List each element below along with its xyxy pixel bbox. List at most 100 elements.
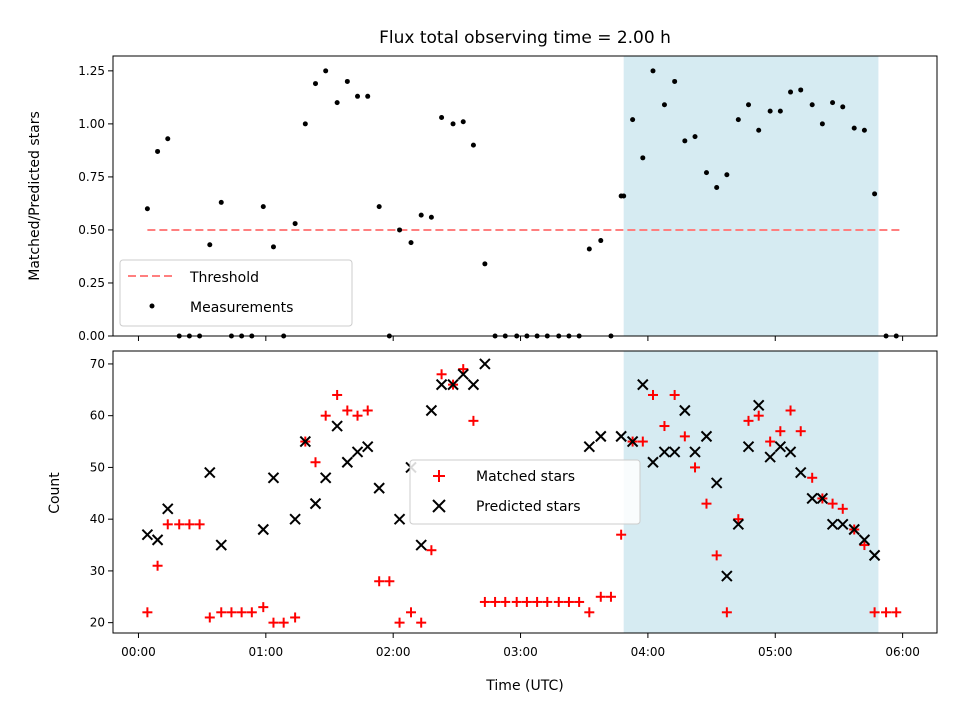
matched-star-point: [394, 617, 405, 628]
matched-star-point: [733, 514, 744, 525]
measurement-point: [482, 261, 488, 267]
matched-star-point: [765, 436, 776, 447]
predicted-stars-series: [141, 358, 881, 582]
measurement-point: [344, 78, 350, 84]
predicted-star-point: [710, 477, 723, 489]
measurement-point: [207, 242, 213, 248]
bottom-x-tick-label: 06:00: [885, 645, 920, 659]
predicted-star-point: [784, 446, 797, 458]
matched-star-point: [669, 389, 680, 400]
matched-star-point: [827, 498, 838, 509]
matched-star-point: [701, 498, 712, 509]
top-observing-window-shade: [623, 56, 879, 336]
matched-stars-series: [142, 364, 902, 628]
top-x-ticks: [137, 336, 904, 341]
matched-star-point: [468, 415, 479, 426]
predicted-star-point: [826, 518, 839, 531]
predicted-star-point: [319, 472, 332, 484]
matched-star-point: [162, 519, 173, 530]
measurement-point: [428, 214, 434, 220]
predicted-star-point: [668, 446, 681, 458]
matched-star-point: [659, 421, 670, 432]
matched-star-point: [436, 369, 447, 380]
predicted-star-point: [299, 435, 312, 448]
predicted-star-point: [362, 441, 374, 453]
predicted-star-point: [647, 456, 659, 468]
legend-threshold-label: Threshold: [189, 270, 259, 286]
measurement-point: [640, 155, 646, 161]
top-y-tick-label: 0.75: [78, 170, 105, 184]
measurement-point: [830, 100, 836, 106]
predicted-star-point: [393, 513, 406, 525]
matched-star-point: [616, 529, 627, 540]
legend-matched-label: Matched stars: [476, 469, 575, 485]
matched-star-point: [785, 405, 796, 416]
measurement-point: [746, 102, 752, 108]
matched-star-point: [584, 607, 595, 618]
matched-star-point: [743, 415, 754, 426]
predicted-star-point: [615, 430, 627, 443]
matched-star-point: [869, 607, 880, 618]
legend-measurements-label: Measurements: [190, 300, 293, 316]
matched-star-point: [226, 607, 237, 618]
bottom-y-axis-label: Count: [47, 472, 63, 514]
matched-star-point: [246, 607, 257, 618]
measurement-point: [682, 138, 688, 144]
measurement-point: [270, 244, 276, 250]
bottom-x-tick-label: 02:00: [376, 645, 411, 659]
matched-star-point: [679, 431, 690, 442]
legend-measurements-swatch: [149, 303, 155, 309]
measurement-point: [872, 191, 878, 197]
predicted-star-point: [626, 435, 639, 448]
measurement-point: [450, 121, 456, 127]
matched-star-point: [605, 591, 616, 602]
bottom-legend: Matched stars Predicted stars: [409, 459, 641, 525]
bottom-y-tick-label: 50: [90, 460, 105, 474]
measurement-point: [840, 104, 846, 110]
measurement-point: [376, 204, 382, 210]
matched-star-point: [426, 545, 437, 556]
matched-star-point: [881, 607, 892, 618]
predicted-star-point: [595, 430, 607, 443]
matched-star-point: [290, 612, 301, 623]
matched-star-point: [500, 596, 511, 607]
measurement-point: [365, 93, 371, 99]
matched-star-point: [859, 540, 870, 551]
predicted-star-point: [658, 446, 671, 458]
measurement-point: [418, 212, 424, 218]
measurement-point: [292, 221, 298, 227]
measurement-point: [777, 108, 783, 114]
bottom-x-tick-label: 01:00: [249, 645, 284, 659]
predicted-star-point: [267, 472, 280, 484]
matched-star-point: [553, 596, 564, 607]
bottom-x-tick-label: 03:00: [503, 645, 538, 659]
bottom-y-tick-label: 40: [90, 512, 105, 526]
predicted-star-point: [215, 539, 227, 551]
matched-star-point: [384, 576, 395, 587]
matched-star-point: [637, 436, 648, 447]
matched-star-point: [184, 519, 195, 530]
matched-star-point: [204, 612, 215, 623]
predicted-star-point: [742, 441, 755, 453]
measurement-point: [735, 117, 741, 123]
matched-star-point: [174, 519, 185, 530]
matched-star-point: [753, 410, 764, 421]
matched-star-point: [278, 617, 289, 628]
top-y-axis-label: Matched/Predicted stars: [27, 111, 43, 281]
predicted-star-point: [467, 378, 480, 391]
matched-star-point: [521, 596, 532, 607]
top-y-tick-label: 1.00: [78, 117, 105, 131]
measurement-point: [586, 246, 592, 252]
top-y-tick-label: 1.25: [78, 64, 105, 78]
top-legend: Threshold Measurements: [119, 259, 353, 327]
predicted-star-point: [435, 378, 448, 391]
measurement-point: [819, 121, 825, 127]
predicted-star-point: [689, 446, 701, 458]
predicted-star-point: [700, 430, 713, 443]
predicted-star-point: [479, 358, 491, 370]
matched-star-point: [268, 617, 279, 628]
bottom-x-ticks: 00:00 01:00 02:00 03:00 04:00 05:00 06:00: [121, 633, 920, 659]
measurement-point: [724, 172, 730, 178]
chart-title: Flux total observing time = 2.00 h: [379, 28, 671, 48]
matched-star-point: [511, 596, 522, 607]
